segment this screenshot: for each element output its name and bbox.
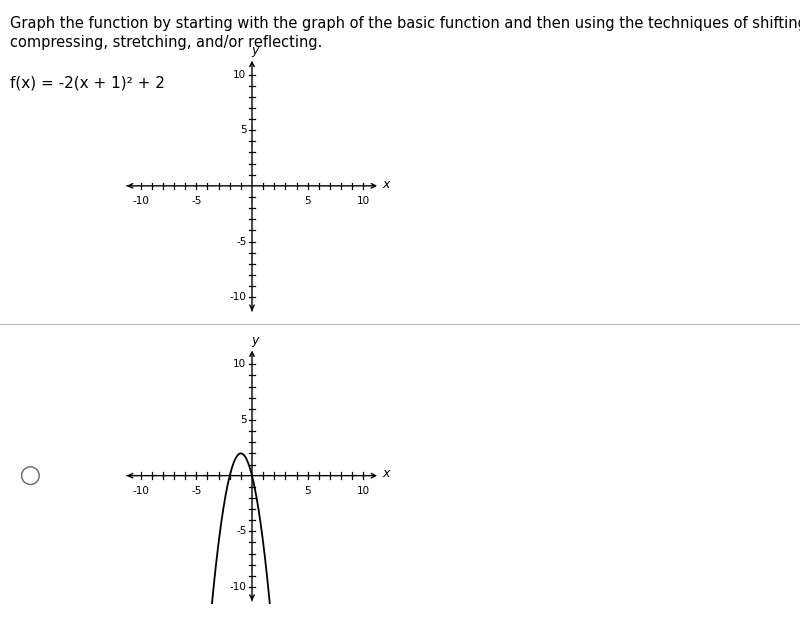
Text: 5: 5: [304, 196, 311, 206]
Text: 5: 5: [240, 125, 246, 135]
Text: f(x) = -2(x + 1)² + 2: f(x) = -2(x + 1)² + 2: [10, 76, 166, 91]
Text: x: x: [382, 178, 390, 191]
Text: -5: -5: [236, 526, 246, 536]
Text: 10: 10: [357, 486, 370, 496]
Text: y: y: [252, 43, 259, 57]
Text: 10: 10: [234, 69, 246, 79]
Text: 5: 5: [304, 486, 311, 496]
Text: -5: -5: [191, 486, 202, 496]
Text: x: x: [382, 467, 390, 481]
Text: -10: -10: [230, 582, 246, 592]
Text: -5: -5: [191, 196, 202, 206]
Text: 10: 10: [357, 196, 370, 206]
Text: 5: 5: [240, 415, 246, 425]
Text: y: y: [252, 333, 259, 347]
Text: 10: 10: [234, 359, 246, 369]
Text: -10: -10: [132, 486, 149, 496]
Text: -10: -10: [132, 196, 149, 206]
Text: compressing, stretching, and/or reflecting.: compressing, stretching, and/or reflecti…: [10, 35, 322, 50]
Text: -10: -10: [230, 292, 246, 302]
Text: Graph the function by starting with the graph of the basic function and then usi: Graph the function by starting with the …: [10, 16, 800, 31]
Text: -5: -5: [236, 236, 246, 246]
